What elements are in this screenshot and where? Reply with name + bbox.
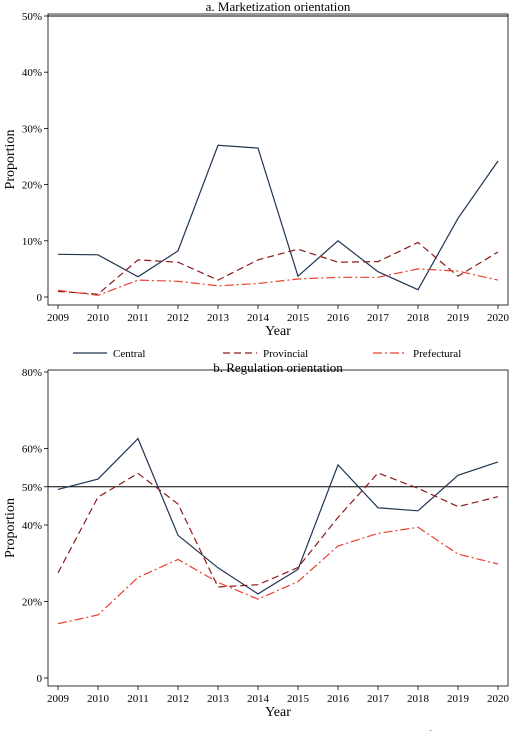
legend-label: Central <box>113 729 145 731</box>
x-tick-label: 2019 <box>447 312 470 324</box>
x-tick-label: 2018 <box>407 693 430 705</box>
legend-label: Prefectural <box>413 348 461 360</box>
y-tick-label: 40% <box>22 520 42 532</box>
y-tick-label: 20% <box>22 597 42 609</box>
x-tick-label: 2015 <box>287 693 310 705</box>
x-tick-label: 2013 <box>207 693 230 705</box>
legend-label: Provincial <box>263 729 308 731</box>
x-tick-label: 2012 <box>167 693 189 705</box>
x-tick-label: 2019 <box>447 693 470 705</box>
x-tick-label: 2017 <box>367 312 390 324</box>
x-tick-label: 2020 <box>487 693 510 705</box>
chart-panel-b: b. Regulation orientation 0 20% 40% 50% 60% 80… <box>3 360 510 731</box>
x-tick-label: 2013 <box>207 312 230 324</box>
y-axis-label: Proportion <box>3 498 18 558</box>
series-line-central <box>57 144 499 291</box>
y-tick-label: 0 <box>37 292 43 304</box>
y-tick-label: 60% <box>22 444 42 456</box>
series-line-provincial <box>57 472 499 588</box>
y-tick-label: 0 <box>37 673 43 685</box>
x-axis-label: Year <box>265 324 291 339</box>
x-tick-label: 2010 <box>87 312 110 324</box>
series-line-prefectural <box>57 268 499 296</box>
x-tick-label: 2014 <box>247 693 270 705</box>
series-line-central <box>57 437 499 595</box>
x-axis-label: Year <box>265 705 291 720</box>
chart-title: a. Marketization orientation <box>206 0 351 14</box>
y-axis-label: Proportion <box>3 130 18 190</box>
x-tick-label: 2015 <box>287 312 310 324</box>
plot-frame <box>47 369 509 687</box>
legend-label: Prefectural <box>413 729 461 731</box>
y-tick-label: 80% <box>22 367 42 379</box>
x-tick-label: 2009 <box>47 312 70 324</box>
x-tick-label: 2014 <box>247 312 270 324</box>
series-line-provincial <box>57 241 499 295</box>
y-tick-label: 20% <box>22 180 42 192</box>
x-tick-label: 2011 <box>127 693 149 705</box>
legend-label: Central <box>113 348 145 360</box>
x-tick-label: 2011 <box>127 312 149 324</box>
y-tick-label: 50% <box>22 482 42 494</box>
x-tick-label: 2009 <box>47 693 70 705</box>
y-tick-label: 40% <box>22 67 42 79</box>
x-tick-label: 2018 <box>407 312 430 324</box>
x-tick-label: 2012 <box>167 312 189 324</box>
chart-panel-a: a. Marketization orientation 0 10% 20% 30% 40… <box>3 0 510 360</box>
x-tick-label: 2017 <box>367 693 390 705</box>
series-line-prefectural <box>57 526 499 625</box>
x-tick-label: 2020 <box>487 312 510 324</box>
y-tick-label: 10% <box>22 236 42 248</box>
chart-title: b. Regulation orientation <box>213 360 343 375</box>
x-tick-label: 2010 <box>87 693 110 705</box>
legend-label: Provincial <box>263 348 308 360</box>
plot-frame <box>47 13 509 306</box>
y-tick-label: 50% <box>22 11 42 23</box>
x-tick-label: 2016 <box>327 693 350 705</box>
y-tick-label: 30% <box>22 123 42 135</box>
x-tick-label: 2016 <box>327 312 350 324</box>
